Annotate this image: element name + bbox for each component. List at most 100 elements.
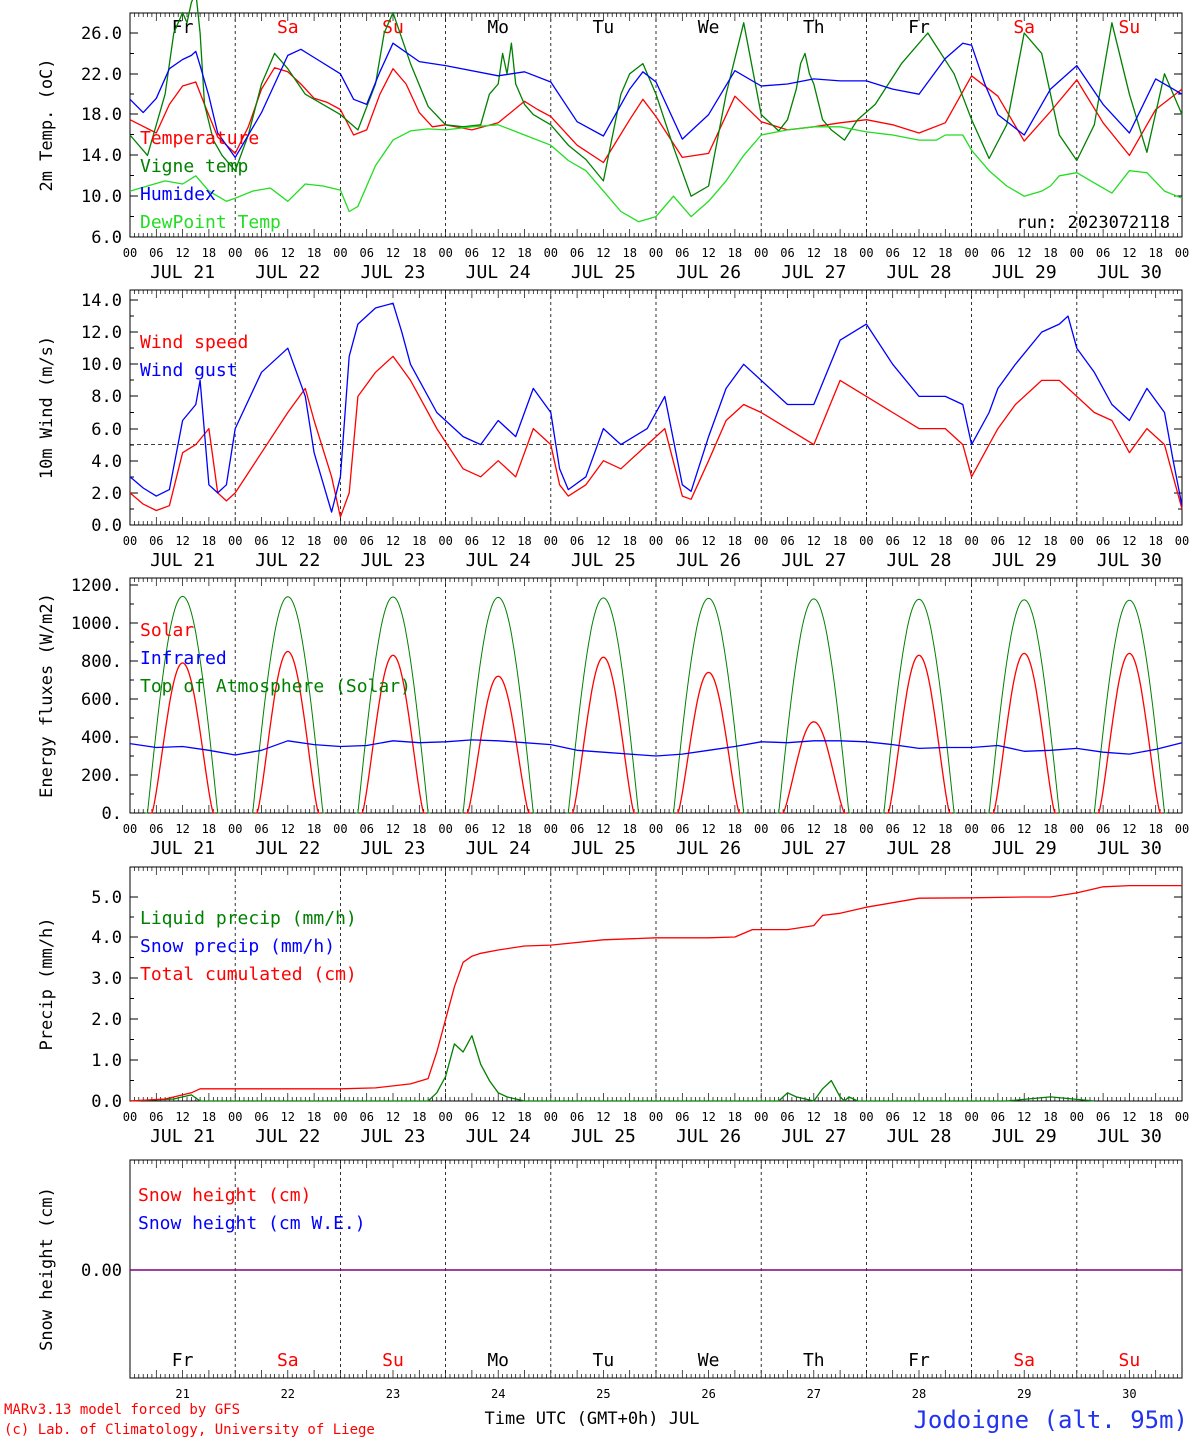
y-tick-label: 1000.: [71, 614, 122, 634]
hour-label: 06: [465, 822, 479, 836]
location-label: Jodoigne (alt. 95m): [913, 1406, 1188, 1434]
day-name-label: Th: [803, 17, 825, 38]
series-line: [129, 124, 1183, 223]
hour-label: 00: [544, 822, 558, 836]
chart-panels: 6.0 10.0 14.0 18.0 22.0 26.0 2m Temp. (oC) 00 06…: [37, 0, 1189, 1401]
date-label: JUL 24: [466, 838, 531, 859]
day-number-label: 24: [491, 1387, 505, 1401]
hour-label: 00: [1175, 246, 1189, 260]
hour-label: 18: [728, 534, 742, 548]
date-label: JUL 27: [781, 262, 846, 283]
day-number-label: 30: [1122, 1387, 1136, 1401]
y-tick-label: 1.0: [91, 1051, 122, 1071]
footer-copyright: (c) Lab. of Climatology, University of L…: [4, 1422, 375, 1438]
hour-label: 00: [754, 246, 768, 260]
hour-label: 06: [359, 246, 373, 260]
date-label: JUL 26: [676, 262, 741, 283]
hour-label: 06: [359, 822, 373, 836]
hour-label: 18: [412, 1110, 426, 1124]
precip-panel: 0.0 1.0 2.0 3.0 4.0 5.0 Precip (mm/h) 00 06 12 18 0…: [37, 866, 1189, 1147]
y-axis-label: 10m Wind (m/s): [37, 336, 57, 479]
date-label: JUL 28: [886, 550, 951, 571]
hour-label: 06: [254, 246, 268, 260]
date-label: JUL 22: [255, 1126, 320, 1147]
hour-label: 18: [1043, 1110, 1057, 1124]
day-name-label: Su: [1119, 17, 1141, 38]
hour-label: 06: [675, 246, 689, 260]
date-label: JUL 29: [992, 550, 1057, 571]
hour-label: 00: [964, 534, 978, 548]
hour-ticks: [129, 13, 1183, 237]
day-name-label: Su: [1119, 1350, 1141, 1371]
date-label: JUL 23: [360, 838, 425, 859]
series-line: [129, 0, 1183, 197]
hour-label: 18: [938, 246, 952, 260]
y-tick-label: 2.0: [91, 1010, 122, 1030]
hour-label: 18: [728, 246, 742, 260]
hour-label: 06: [675, 822, 689, 836]
snow-panel: 0.00 Snow height (cm) Snow height (cm) Snow…: [37, 1159, 1183, 1401]
hour-label: 00: [228, 534, 242, 548]
hour-label: 12: [1122, 1110, 1136, 1124]
hour-label: 12: [491, 822, 505, 836]
hour-label: 00: [333, 246, 347, 260]
hour-label: 12: [596, 1110, 610, 1124]
hour-label: 06: [675, 534, 689, 548]
hour-label: 18: [1148, 822, 1162, 836]
hour-label: 18: [1043, 822, 1057, 836]
date-label: JUL 21: [150, 550, 215, 571]
hour-label: 06: [254, 822, 268, 836]
day-number-label: 29: [1017, 1387, 1031, 1401]
series-line: [129, 42, 1183, 159]
date-label: JUL 27: [781, 550, 846, 571]
y-tick-label: 800.: [81, 652, 122, 672]
hour-label: 12: [175, 534, 189, 548]
y-tick-label: 6.0: [91, 228, 122, 248]
legend-entry: Total cumulated (cm): [140, 964, 357, 985]
hour-label: 18: [202, 822, 216, 836]
series-line: [129, 355, 1183, 518]
legend-entry: Infrared: [140, 648, 227, 669]
hour-label: 06: [570, 822, 584, 836]
footer-model: MARv3.13 model forced by GFS: [4, 1402, 240, 1418]
y-axis-label: Energy fluxes (W/m2): [37, 593, 57, 798]
hour-label: 12: [912, 246, 926, 260]
hour-label: 18: [938, 1110, 952, 1124]
hour-label: 00: [859, 1110, 873, 1124]
hour-label: 12: [701, 1110, 715, 1124]
y-tick-label: 10.0: [81, 355, 122, 375]
hour-label: 12: [1122, 822, 1136, 836]
y-tick-label: 26.0: [81, 24, 122, 44]
date-label: JUL 28: [886, 1126, 951, 1147]
hour-label: 12: [912, 534, 926, 548]
solar-curve: [254, 650, 321, 814]
solar-curve: [886, 654, 952, 814]
wind-panel: 0.0 2.0 4.0 6.0 8.0 10.0 12.0 14.0 10m Wind (m/s…: [37, 289, 1189, 571]
toa-solar-curve: [250, 596, 326, 814]
date-label: JUL 26: [676, 838, 741, 859]
hour-label: 00: [754, 1110, 768, 1124]
y-tick-label: 6.0: [91, 420, 122, 440]
y-tick-label: 14.0: [81, 146, 122, 166]
hour-label: 18: [412, 246, 426, 260]
hour-label: 12: [807, 534, 821, 548]
date-label: JUL 30: [1097, 550, 1162, 571]
date-label: JUL 23: [360, 262, 425, 283]
y-tick-label: 10.0: [81, 187, 122, 207]
date-label: JUL 21: [150, 262, 215, 283]
hour-label: 18: [202, 534, 216, 548]
date-label: JUL 26: [676, 550, 741, 571]
toa-solar-curve: [460, 596, 536, 814]
date-label: JUL 23: [360, 1126, 425, 1147]
legend-entry: Liquid precip (mm/h): [140, 908, 357, 929]
y-tick-label: 4.0: [91, 928, 122, 948]
hour-label: 18: [1148, 534, 1162, 548]
date-label: JUL 25: [571, 262, 636, 283]
day-number-label: 25: [596, 1387, 610, 1401]
day-name-label: Mo: [487, 1350, 509, 1371]
series-line: [129, 1035, 1095, 1102]
hour-label: 18: [728, 1110, 742, 1124]
run-annotation: run: 2023072118: [1016, 213, 1170, 233]
hour-label: 06: [254, 1110, 268, 1124]
